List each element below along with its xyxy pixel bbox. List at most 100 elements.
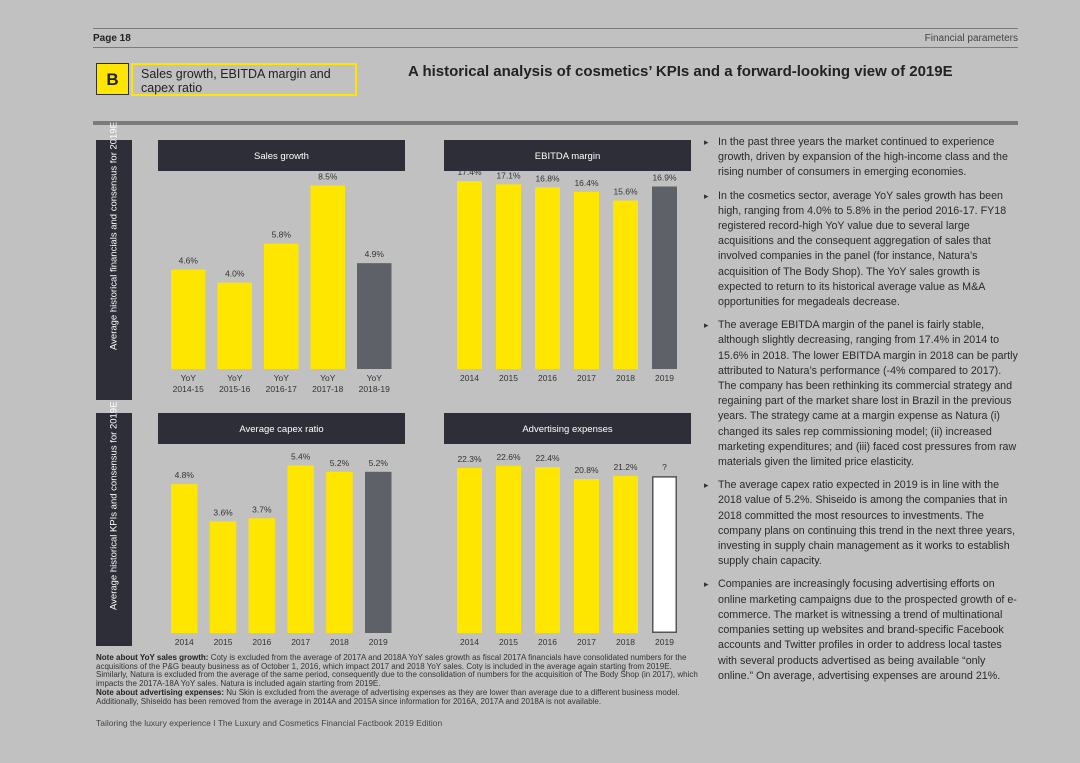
data-label: 4.0% <box>225 269 245 279</box>
tick-label: 2016 <box>252 637 271 647</box>
note-adv-label: Note about advertising expenses: <box>96 687 225 697</box>
bar <box>365 471 392 633</box>
data-label: 22.4% <box>535 453 560 463</box>
tick-label: 2015 <box>499 637 518 647</box>
chart-title-bar <box>444 413 691 444</box>
data-label: 16.4% <box>574 178 599 188</box>
note-adv-text: Nu Skin is excluded from the average of … <box>96 687 680 706</box>
tick-label: 2016-17 <box>266 384 297 394</box>
page-number: Page 18 <box>93 33 131 44</box>
data-label: 22.6% <box>496 452 521 462</box>
data-label: 16.9% <box>652 172 677 182</box>
tick-label: 2017 <box>577 637 596 647</box>
data-label: 21.2% <box>613 462 638 472</box>
tick-label: YoY <box>274 373 290 383</box>
bar <box>613 200 638 369</box>
tick-label: 2015 <box>499 373 518 383</box>
chart-title: Sales growth <box>254 151 309 162</box>
tick-label: 2018-19 <box>359 384 390 394</box>
section-badge: B <box>96 63 129 95</box>
bar <box>457 467 482 633</box>
data-label: ? <box>662 462 667 472</box>
data-label: 4.9% <box>365 249 385 259</box>
bar <box>171 269 206 369</box>
data-label: 20.8% <box>574 465 599 475</box>
bar <box>248 518 276 633</box>
chart-title-bar <box>444 140 691 171</box>
data-label: 4.8% <box>175 470 195 480</box>
bar <box>535 467 560 633</box>
tick-label: 2019 <box>655 637 674 647</box>
bar <box>652 476 677 633</box>
commentary-list: In the past three years the market conti… <box>704 135 1020 692</box>
tick-label: 2016 <box>538 373 557 383</box>
tick-label: 2014 <box>175 637 194 647</box>
tick-label: YoY <box>320 373 336 383</box>
tick-label: YoY <box>227 373 243 383</box>
bullet-item: Companies are increasingly focusing adve… <box>704 577 1020 683</box>
data-label: 3.6% <box>213 507 233 517</box>
tick-label: 2014 <box>460 373 479 383</box>
bar <box>287 465 314 633</box>
bar <box>535 187 560 369</box>
bar <box>310 185 345 369</box>
tick-label: 2018 <box>330 637 349 647</box>
data-label: 5.2% <box>330 458 350 468</box>
data-label: 22.3% <box>457 454 482 464</box>
data-label: 15.6% <box>613 187 638 197</box>
section-title: Financial parameters <box>924 33 1018 44</box>
sidebar-bottom: Average historical KPIs and consensus fo… <box>96 401 132 646</box>
tick-label: 2015 <box>214 637 233 647</box>
tick-label: 2017-18 <box>312 384 343 394</box>
tick-label: YoY <box>367 373 383 383</box>
data-label: 5.2% <box>369 458 389 468</box>
data-label: 17.4% <box>457 167 482 177</box>
footer-text: Tailoring the luxury experience I The Lu… <box>96 718 443 728</box>
chart-title-bar <box>158 140 405 171</box>
bar <box>171 484 198 633</box>
tick-label: YoY <box>181 373 197 383</box>
tick-label: 2014 <box>460 637 479 647</box>
data-label: 4.6% <box>179 256 199 266</box>
bar <box>496 184 521 369</box>
bar <box>264 243 299 369</box>
chart-title: EBITDA margin <box>535 151 600 162</box>
header-rule <box>93 47 1018 48</box>
page-headline: A historical analysis of cosmetics’ KPIs… <box>408 63 953 80</box>
bar <box>326 471 353 633</box>
chart-title: Advertising expenses <box>522 424 613 435</box>
notes-block: Note about YoY sales growth: Coty is exc… <box>96 653 701 706</box>
bar <box>613 476 638 633</box>
tick-label: 2017 <box>577 373 596 383</box>
tick-label: 2018 <box>616 637 635 647</box>
chart-title: Average capex ratio <box>239 424 323 435</box>
tick-label: 2017 <box>291 637 310 647</box>
tick-label: 2016 <box>538 637 557 647</box>
bar <box>574 191 599 369</box>
data-label: 8.5% <box>318 171 338 181</box>
data-label: 3.7% <box>252 504 272 514</box>
note-sales-label: Note about YoY sales growth: <box>96 653 209 662</box>
chart-title-bar <box>158 413 405 444</box>
bar <box>652 186 677 369</box>
bar <box>496 465 521 633</box>
bar <box>209 521 237 633</box>
data-label: 16.8% <box>535 174 560 184</box>
tick-label: 2015-16 <box>219 384 250 394</box>
tick-label: 2019 <box>369 637 388 647</box>
section-box-title: Sales growth, EBITDA margin and capex ra… <box>131 63 357 96</box>
bullet-item: The average EBITDA margin of the panel i… <box>704 318 1020 470</box>
data-label: 5.4% <box>291 452 311 462</box>
sidebar-top: Average historical financials and consen… <box>96 122 132 400</box>
bar <box>357 263 392 369</box>
bar <box>217 282 252 369</box>
bullet-item: The average capex ratio expected in 2019… <box>704 478 1020 569</box>
tick-label: 2014-15 <box>173 384 204 394</box>
note-sales-text: Coty is excluded from the average of 201… <box>96 653 698 689</box>
tick-label: 2018 <box>616 373 635 383</box>
data-label: 5.8% <box>272 230 292 240</box>
top-rule <box>93 28 1018 29</box>
bar <box>457 181 482 369</box>
data-label: 17.1% <box>496 170 521 180</box>
